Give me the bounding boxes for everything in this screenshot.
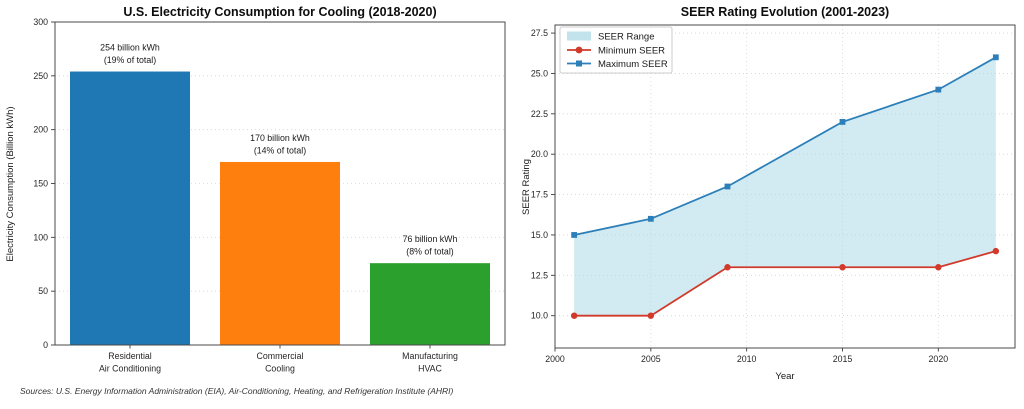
y-tick-label: 100 bbox=[33, 232, 48, 242]
y-tick-label: 0 bbox=[43, 340, 48, 350]
minimum-seer-marker bbox=[935, 264, 942, 271]
plot-border bbox=[54, 21, 506, 346]
maximum-seer-marker bbox=[724, 183, 731, 190]
minimum-seer-marker bbox=[839, 264, 846, 271]
y-tick-label: 50 bbox=[38, 286, 48, 296]
x-tick-label: Commercial bbox=[257, 351, 304, 361]
legend-item-seer-range: SEER Range bbox=[598, 32, 655, 43]
legend-marker-maximum-seer bbox=[576, 60, 582, 67]
line-chart-title: SEER Rating Evolution (2001-2023) bbox=[681, 5, 889, 19]
x-tick-label: 2010 bbox=[737, 354, 757, 364]
legend-swatch-seer-range bbox=[567, 31, 591, 41]
bar-manufacturing bbox=[370, 263, 490, 345]
minimum-seer-marker bbox=[647, 312, 655, 319]
x-tick-label: Residential bbox=[108, 351, 152, 361]
x-tick-label: 2005 bbox=[641, 354, 661, 364]
bar-chart-y-axis-label: Electricity Consumption (Billion kWh) bbox=[5, 106, 16, 261]
y-tick-label: 15.0 bbox=[531, 230, 548, 240]
maximum-seer-marker bbox=[571, 232, 578, 238]
x-tick-label: Air Conditioning bbox=[99, 364, 161, 374]
y-tick-label: 20.0 bbox=[531, 149, 548, 159]
minimum-seer-marker bbox=[992, 247, 1000, 255]
y-tick-label: 22.5 bbox=[531, 109, 548, 119]
maximum-seer-marker bbox=[839, 119, 846, 125]
maximum-seer-marker bbox=[935, 86, 942, 93]
x-tick-label: 2020 bbox=[929, 354, 949, 364]
y-tick-label: 200 bbox=[33, 125, 48, 135]
legend-item-minimum-seer: Minimum SEER bbox=[598, 45, 665, 56]
x-tick-label: Cooling bbox=[265, 364, 295, 374]
bar-residential bbox=[70, 71, 190, 345]
bar-annotation: 254 billion kWh bbox=[100, 43, 160, 53]
x-tick-label: Manufacturing bbox=[402, 351, 458, 361]
bar-commercial bbox=[220, 161, 340, 345]
line-chart-x-axis-label: Year bbox=[775, 371, 794, 382]
maximum-seer-line bbox=[573, 56, 997, 236]
maximum-seer-marker bbox=[992, 54, 999, 61]
bar-annotation: 76 billion kWh bbox=[403, 234, 458, 244]
y-tick-label: 12.5 bbox=[531, 270, 548, 280]
y-tick-label: 300 bbox=[33, 17, 48, 27]
y-tick-label: 17.5 bbox=[531, 190, 548, 200]
maximum-seer-marker bbox=[647, 215, 654, 222]
minimum-seer-marker bbox=[724, 264, 731, 271]
y-tick-label: 25.0 bbox=[531, 68, 548, 78]
y-tick-label: 250 bbox=[33, 71, 48, 81]
minimum-seer-line bbox=[574, 250, 997, 317]
x-tick-label: HVAC bbox=[418, 364, 442, 374]
plot-border bbox=[554, 24, 1016, 349]
legend-item-maximum-seer: Maximum SEER bbox=[598, 59, 668, 70]
y-tick-label: 10.0 bbox=[531, 311, 548, 321]
line-chart-y-axis-label: SEER Rating bbox=[521, 159, 532, 215]
legend-marker-minimum-seer bbox=[575, 46, 583, 54]
bar-chart-title: U.S. Electricity Consumption for Cooling… bbox=[123, 5, 436, 19]
bar-chart: U.S. Electricity Consumption for Cooling… bbox=[5, 5, 506, 374]
legend: SEER Range Minimum SEER Maximum SEER bbox=[559, 26, 673, 74]
source-note: Sources: U.S. Energy Information Adminis… bbox=[20, 386, 454, 396]
minimum-seer-marker bbox=[570, 312, 578, 319]
line-plot-area: 2000 2005 2010 2015 2020 10.0 12.5 15.0 17.5 20.0… bbox=[531, 24, 1016, 364]
bar-plot-area: 254 billion kWh (19% of total) Residential… bbox=[33, 17, 506, 374]
x-tick-label: 2000 bbox=[545, 354, 565, 364]
y-tick-label: 27.5 bbox=[531, 28, 548, 38]
y-tick-label: 150 bbox=[33, 179, 48, 189]
bar-annotation: (8% of total) bbox=[406, 247, 453, 257]
seer-range-fill bbox=[574, 57, 996, 316]
bar-annotation: 170 billion kWh bbox=[250, 133, 310, 143]
line-chart: SEER Rating Evolution (2001-2023) SEER R… bbox=[521, 5, 1016, 382]
bar-annotation: (19% of total) bbox=[104, 55, 156, 65]
bar-annotation: (14% of total) bbox=[254, 145, 306, 155]
x-tick-label: 2015 bbox=[833, 354, 853, 364]
